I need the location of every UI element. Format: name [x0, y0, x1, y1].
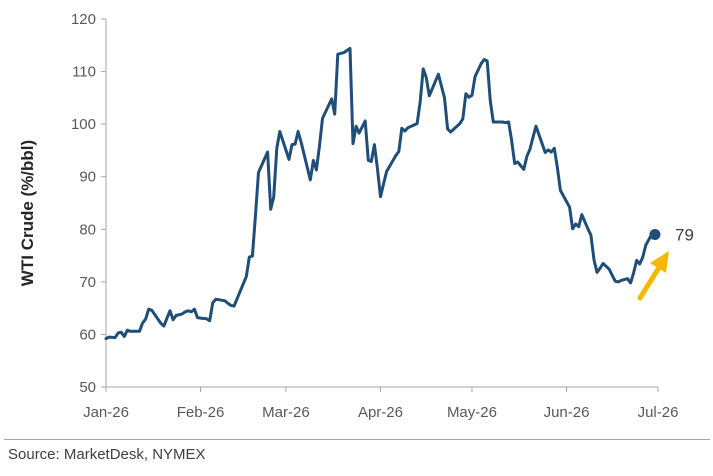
x-tick-label: Mar-26 [262, 404, 310, 421]
x-tick-label: May-26 [447, 404, 497, 421]
series-group [104, 46, 661, 341]
x-tick-label: Apr-26 [358, 404, 403, 421]
last-value-marker [649, 229, 661, 241]
y-axis-ticks: 50 60 70 80 90 100 110 120 [71, 11, 107, 396]
trend-arrow-head [650, 251, 669, 273]
x-tick-label: Jul-26 [638, 404, 679, 421]
y-tick-label: 60 [79, 326, 96, 343]
y-axis-label: WTI Crude (%/bbl) [18, 140, 37, 286]
y-tick-label: 100 [71, 116, 96, 133]
y-tick-label: 80 [79, 221, 96, 238]
trend-arrow-shaft [637, 263, 663, 301]
y-tick-label: 110 [72, 64, 96, 81]
y-tick-label: 50 [79, 379, 96, 396]
y-tick-label: 90 [79, 169, 96, 186]
x-tick-label: Feb-26 [177, 404, 225, 421]
source-note: Source: MarketDesk, NYMEX [8, 446, 206, 463]
x-tick-label: Jan-26 [83, 404, 129, 421]
x-axis: Jan-26 Feb-26 Mar-26 Apr-26 May-26 Jun-26 Jul-… [83, 386, 679, 421]
wti-price-line [104, 46, 657, 341]
y-tick-label: 70 [79, 274, 96, 291]
end-value-label: 79 [675, 226, 694, 245]
end-annotation: 79 [637, 226, 694, 301]
x-tick-label: Jun-26 [544, 404, 590, 421]
y-tick-label: 120 [71, 11, 96, 28]
source-divider [4, 439, 710, 440]
